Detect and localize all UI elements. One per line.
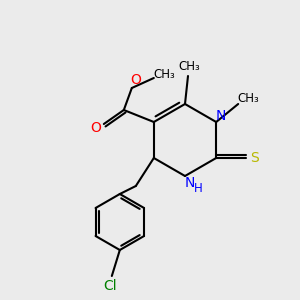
Text: N: N xyxy=(216,109,226,123)
Text: CH₃: CH₃ xyxy=(178,59,200,73)
Text: CH₃: CH₃ xyxy=(153,68,175,80)
Text: N: N xyxy=(185,176,195,190)
Text: Cl: Cl xyxy=(103,279,117,293)
Text: O: O xyxy=(130,73,141,87)
Text: CH₃: CH₃ xyxy=(237,92,259,106)
Text: O: O xyxy=(90,121,101,135)
Text: H: H xyxy=(194,182,202,196)
Text: S: S xyxy=(250,151,259,165)
